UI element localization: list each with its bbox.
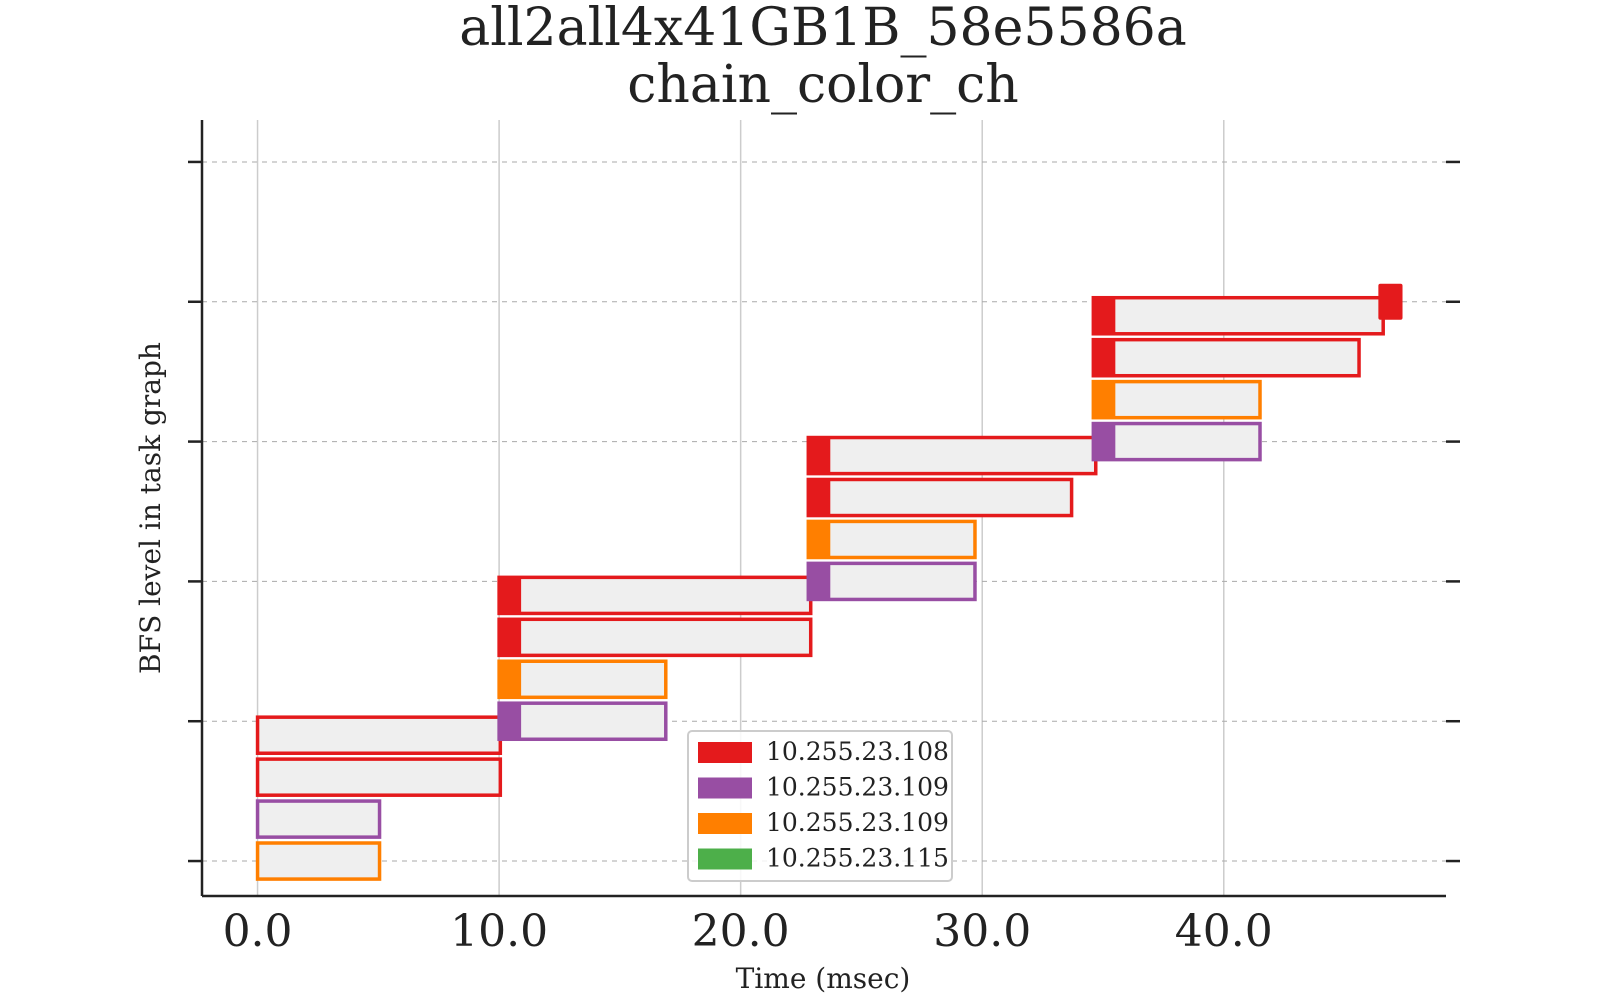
task-bar-head [808,521,831,558]
task-bar [255,841,382,881]
axes: 0.0 10.0 20.0 30.0 40.0 [188,120,1460,957]
task-bar-head [499,619,522,656]
task-bar-head [808,479,831,516]
task-bar-head [499,703,522,740]
task-bar-head [1093,423,1116,460]
legend-label: 10.255.23.109 [766,773,949,802]
task-bar [255,757,503,797]
task-bar [806,477,1074,518]
legend-swatch [698,777,752,799]
legend-box [687,730,953,882]
task-bar-head [1093,297,1116,334]
x-tick-label: 30.0 [933,906,1031,957]
x-tick-label: 20.0 [692,906,790,957]
task-bar [806,561,977,602]
task-bar [255,799,382,839]
task-bar-head [1093,339,1116,376]
x-axis-label: Time (msec) [736,962,911,995]
task-bar [497,617,813,658]
task-bar [806,519,977,560]
task-bar [255,715,503,755]
task-bar [497,701,668,742]
y-axis-label: BFS level in task graph [134,342,167,674]
task-bar [497,575,813,616]
legend-label: 10.255.23.109 [766,808,949,837]
task-bar [1091,379,1262,420]
task-bar [806,435,1098,476]
task-bar-head [808,563,831,600]
chart-subtitle: chain_color_ch [627,55,1019,115]
legend: 10.255.23.108 10.255.23.109 10.255.23.109 1… [687,730,953,882]
task-bar-head [1093,381,1116,418]
task-bar [497,659,668,700]
legend-label: 10.255.23.108 [766,737,949,766]
task-bar [1091,337,1361,378]
x-tick-label: 0.0 [223,906,293,957]
legend-swatch [698,742,752,763]
legend-label: 10.255.23.115 [766,844,949,873]
legend-swatch [698,813,752,834]
x-tick-label: 40.0 [1175,906,1273,957]
task-bar-head [499,661,522,698]
bars [255,283,1403,881]
task-bar-head [499,577,522,614]
x-tick-label: 10.0 [450,906,548,957]
task-bar [1378,283,1403,320]
legend-swatch [698,848,752,870]
chart-title: all2all4x41GB1B_58e5586a [459,0,1187,58]
task-bar-head [808,437,831,474]
task-bar [1091,421,1262,462]
task-bar [1091,295,1385,336]
